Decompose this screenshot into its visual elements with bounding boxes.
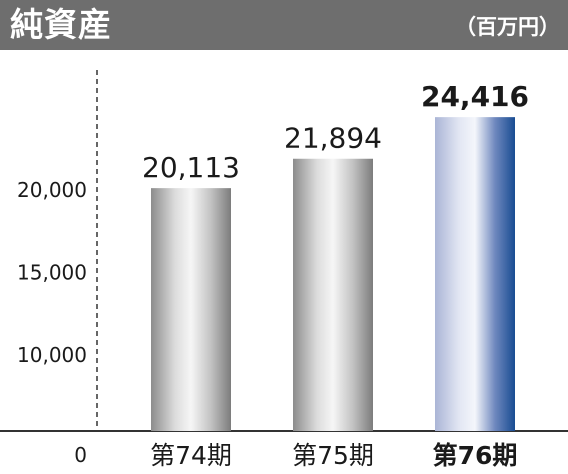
bar-3	[435, 117, 515, 432]
bar-value-label: 21,894	[284, 122, 382, 155]
bar-value-label: 20,113	[142, 151, 240, 184]
x-category-label: 第74期	[150, 441, 232, 470]
x-category-label: 第76期	[433, 441, 518, 470]
y-tick-label: 15,000	[17, 261, 87, 285]
x-category-label: 第75期	[292, 441, 374, 470]
y-tick-label: 10,000	[17, 343, 87, 367]
bar-1	[151, 188, 231, 431]
bar-value-label: 24,416	[421, 80, 529, 113]
y-tick-label: 20,000	[17, 178, 87, 202]
bar-2	[293, 158, 373, 431]
y-tick-label: 0	[74, 443, 87, 467]
unit-label: （百万円）	[455, 15, 560, 39]
chart-header: 純資産 （百万円）	[0, 0, 568, 50]
chart-title: 純資産	[10, 5, 112, 44]
